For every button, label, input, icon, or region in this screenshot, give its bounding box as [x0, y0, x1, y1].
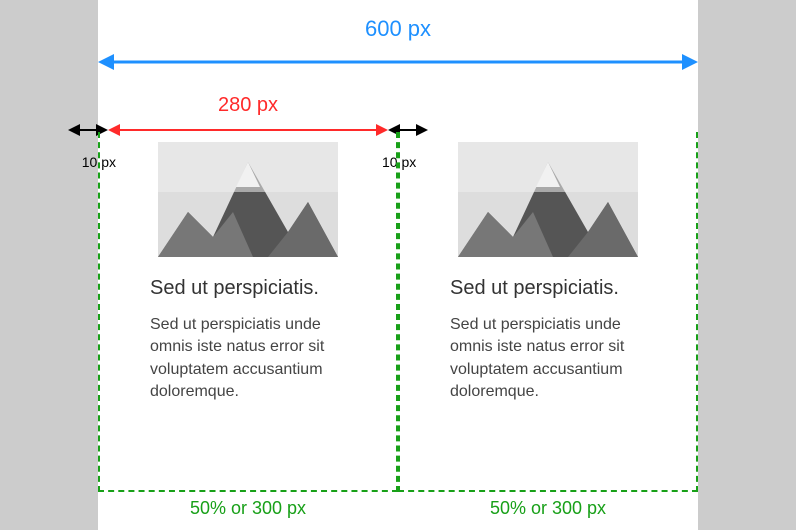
page-gutter-right	[698, 0, 796, 530]
columns-row: Sed ut perspiciatis. Sed ut perspiciatis…	[98, 132, 698, 492]
page-gutter-left	[0, 0, 98, 530]
column-right: Sed ut perspiciatis. Sed ut perspiciatis…	[398, 132, 698, 492]
card-body: Sed ut perspiciatis unde omnis iste natu…	[110, 314, 386, 404]
column-left: Sed ut perspiciatis. Sed ut perspiciatis…	[98, 132, 398, 492]
bottom-labels-row: 50% or 300 px 50% or 300 px	[98, 498, 698, 519]
mountain-image	[458, 142, 638, 257]
column-width-label-right: 50% or 300 px	[398, 498, 698, 519]
card-title: Sed ut perspiciatis.	[410, 277, 686, 300]
column-width-label-left: 50% or 300 px	[98, 498, 398, 519]
full-width-label: 600 px	[98, 16, 698, 42]
mountain-image	[158, 142, 338, 257]
content-canvas: 600 px 280 px 10 px 10 px	[98, 0, 698, 530]
full-width-arrow	[98, 52, 698, 72]
inner-width-label: 280 px	[108, 94, 388, 117]
card-body: Sed ut perspiciatis unde omnis iste natu…	[410, 314, 686, 404]
card-title: Sed ut perspiciatis.	[110, 277, 386, 300]
